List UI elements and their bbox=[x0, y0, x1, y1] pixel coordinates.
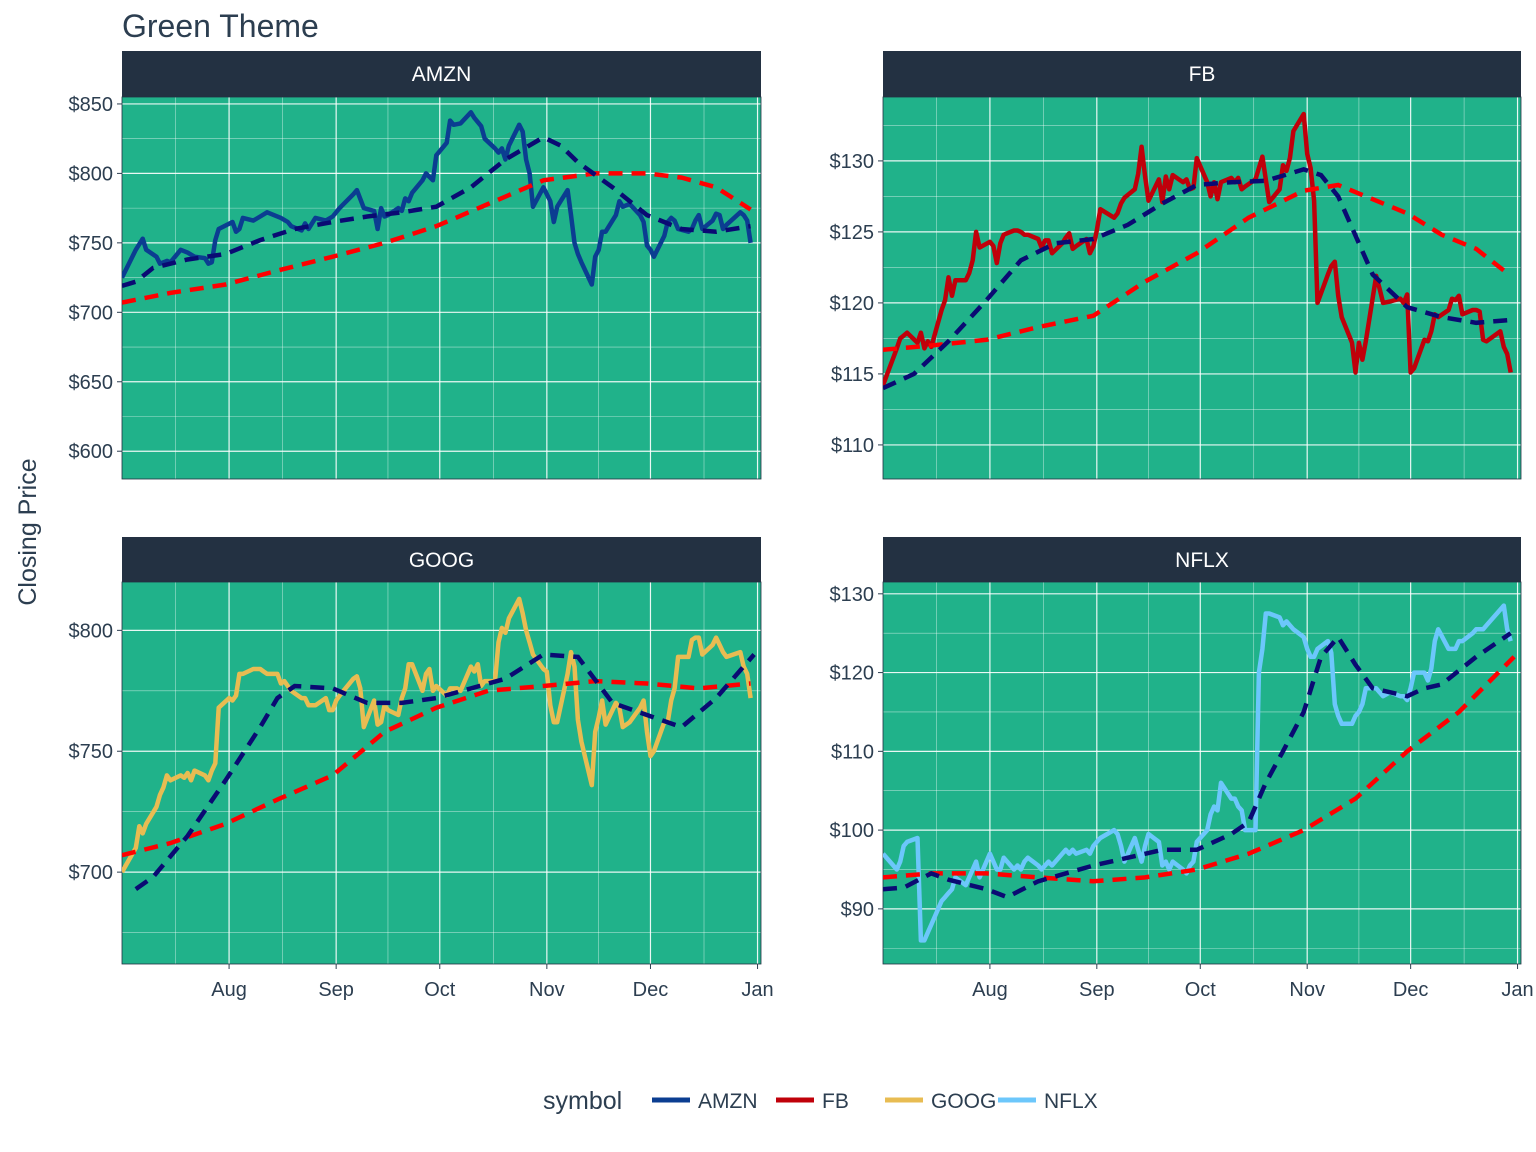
x-tick-label: Aug bbox=[211, 979, 247, 1001]
y-tick-label: $120 bbox=[830, 663, 875, 685]
close-price-line bbox=[883, 111, 1513, 387]
chart-title: Green Theme bbox=[122, 8, 319, 44]
x-tick-label: Oct bbox=[1185, 979, 1217, 1001]
legend-title: symbol bbox=[543, 1087, 622, 1115]
short-moving-average-line bbox=[883, 631, 1512, 900]
x-tick-label: Jan bbox=[741, 979, 773, 1001]
strip-label: NFLX bbox=[1175, 549, 1229, 572]
series-group bbox=[883, 111, 1513, 391]
x-tick-label: Sep bbox=[1079, 979, 1115, 1001]
y-tick-label: $700 bbox=[69, 302, 114, 324]
series-group bbox=[883, 603, 1516, 943]
short-moving-average-line bbox=[122, 134, 751, 289]
y-tick-label: $110 bbox=[831, 435, 874, 457]
legend-item-amzn: AMZN bbox=[652, 1090, 758, 1113]
x-tick-label: Dec bbox=[1393, 979, 1429, 1001]
legend-label: FB bbox=[822, 1090, 849, 1113]
close-price-line bbox=[122, 596, 753, 874]
panel-border bbox=[121, 96, 762, 480]
y-tick-label: $90 bbox=[841, 899, 874, 921]
strip-bg bbox=[883, 51, 1521, 97]
legend-item-fb: FB bbox=[776, 1090, 849, 1113]
y-axis-title: Closing Price bbox=[14, 458, 42, 605]
legend-item-goog: GOOG bbox=[885, 1090, 996, 1113]
x-tick-label: Nov bbox=[1289, 979, 1325, 1001]
panel-border bbox=[882, 581, 1522, 965]
x-tick-label: Dec bbox=[633, 979, 669, 1001]
long-moving-average-line bbox=[122, 171, 752, 305]
close-price-line bbox=[883, 603, 1513, 943]
y-tick-label: $750 bbox=[69, 741, 114, 763]
x-tick-label: Nov bbox=[529, 979, 565, 1001]
panel-bg bbox=[122, 97, 761, 479]
short-moving-average-line bbox=[883, 167, 1511, 391]
legend-label: AMZN bbox=[698, 1090, 758, 1113]
y-tick-label: $700 bbox=[69, 862, 114, 884]
legend-label: GOOG bbox=[931, 1090, 996, 1113]
long-moving-average-line bbox=[122, 678, 751, 858]
y-tick-label: $110 bbox=[831, 741, 874, 763]
strip-label: FB bbox=[1189, 63, 1216, 86]
facet-goog: GOOG $700 $750 $800 Aug Sep Oct Nov Dec Jan bbox=[69, 537, 774, 1001]
x-tick-label: Oct bbox=[424, 979, 456, 1001]
panel-bg bbox=[883, 582, 1521, 964]
facet-amzn: AMZN $600 $650 $700 $750 $800 $850 bbox=[69, 51, 762, 480]
y-tick-label: $850 bbox=[69, 94, 114, 116]
panel-bg bbox=[122, 582, 761, 964]
panel-border bbox=[882, 96, 1522, 480]
facet-fb: FB $110 $115 $120 $125 $130 bbox=[830, 51, 1522, 480]
series-group bbox=[122, 596, 756, 891]
x-tick-label: Aug bbox=[972, 979, 1008, 1001]
strip-label: AMZN bbox=[412, 63, 472, 86]
y-tick-label: $125 bbox=[830, 222, 875, 244]
legend-item-nflx: NFLX bbox=[998, 1090, 1098, 1113]
legend-label: NFLX bbox=[1044, 1090, 1098, 1113]
panel-border bbox=[121, 581, 762, 965]
panel-bg bbox=[883, 97, 1521, 479]
y-tick-label: $100 bbox=[830, 820, 875, 842]
strip-bg bbox=[122, 537, 761, 582]
x-tick-label: Sep bbox=[318, 979, 354, 1001]
y-tick-label: $120 bbox=[830, 293, 875, 315]
legend: symbol AMZN FB GOOG NFLX bbox=[543, 1087, 1098, 1115]
series-group bbox=[122, 110, 753, 305]
x-tick-label: Jan bbox=[1501, 979, 1533, 1001]
long-moving-average-line bbox=[883, 655, 1516, 884]
y-tick-label: $115 bbox=[831, 364, 874, 386]
strip-bg bbox=[883, 537, 1521, 582]
close-price-line bbox=[122, 110, 753, 287]
strip-bg bbox=[122, 51, 761, 97]
facet-nflx: NFLX $90 $100 $110 $120 $130 Aug Sep Oct Nov Dec Ja… bbox=[830, 537, 1534, 1001]
y-tick-label: $600 bbox=[69, 441, 114, 463]
y-tick-label: $800 bbox=[69, 163, 114, 185]
y-tick-label: $800 bbox=[69, 620, 114, 642]
y-tick-label: $650 bbox=[69, 372, 114, 394]
strip-label: GOOG bbox=[409, 549, 474, 572]
y-tick-label: $130 bbox=[830, 151, 875, 173]
long-moving-average-line bbox=[883, 182, 1513, 353]
y-tick-label: $750 bbox=[69, 233, 114, 255]
y-tick-label: $130 bbox=[830, 584, 875, 606]
short-moving-average-line bbox=[134, 652, 756, 891]
